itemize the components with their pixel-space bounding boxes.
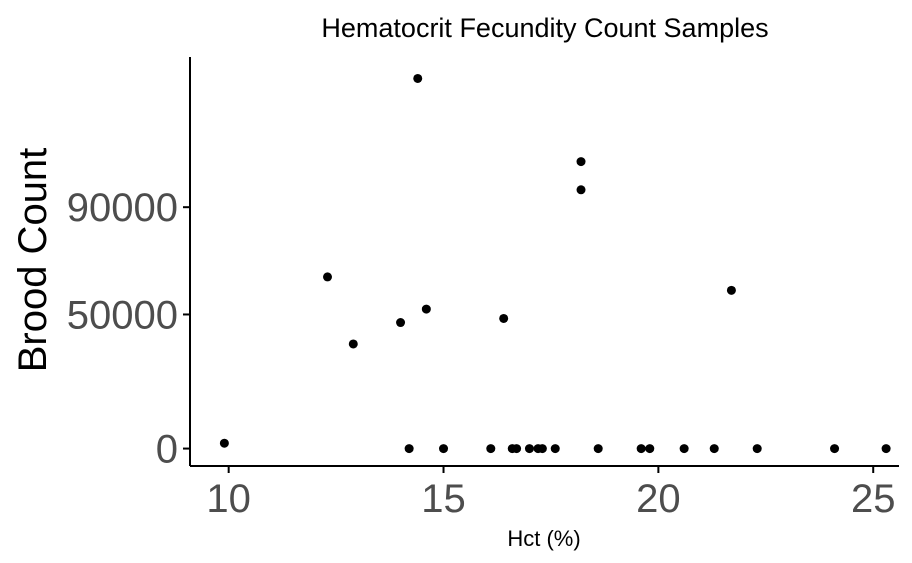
x-tick-label: 15	[421, 477, 466, 521]
data-point	[524, 444, 534, 454]
data-point	[576, 185, 586, 195]
x-tick-label: 10	[206, 477, 251, 521]
y-tick-label: 0	[156, 428, 178, 472]
data-point	[396, 318, 406, 328]
data-point	[752, 444, 762, 454]
x-tick-label: 25	[851, 477, 896, 521]
data-point	[421, 304, 431, 314]
data-points	[219, 73, 891, 454]
data-point	[709, 444, 719, 454]
data-point	[512, 444, 522, 454]
data-point	[439, 444, 449, 454]
data-point	[881, 444, 891, 454]
data-point	[323, 272, 333, 282]
data-point	[537, 444, 547, 454]
data-point	[576, 157, 586, 167]
data-point	[486, 444, 496, 454]
data-point	[593, 444, 603, 454]
data-point	[413, 73, 423, 83]
data-point	[726, 285, 736, 295]
data-point	[404, 444, 414, 454]
y-tick-label: 90000	[67, 186, 178, 230]
y-axis-label: Brood Count	[11, 148, 55, 373]
data-point	[348, 339, 358, 349]
data-point	[830, 444, 840, 454]
data-point	[636, 444, 646, 454]
data-point	[550, 444, 560, 454]
chart-title: Hematocrit Fecundity Count Samples	[321, 13, 768, 43]
data-point	[645, 444, 655, 454]
data-point	[679, 444, 689, 454]
data-point	[219, 438, 229, 448]
x-axis-ticks: 10 15 20 25	[206, 466, 895, 521]
data-point	[499, 313, 509, 323]
x-tick-label: 20	[636, 477, 681, 521]
y-tick-label: 50000	[67, 293, 178, 337]
x-axis-label: Hct (%)	[507, 526, 580, 551]
y-axis-ticks: 0 50000 90000	[67, 186, 190, 472]
